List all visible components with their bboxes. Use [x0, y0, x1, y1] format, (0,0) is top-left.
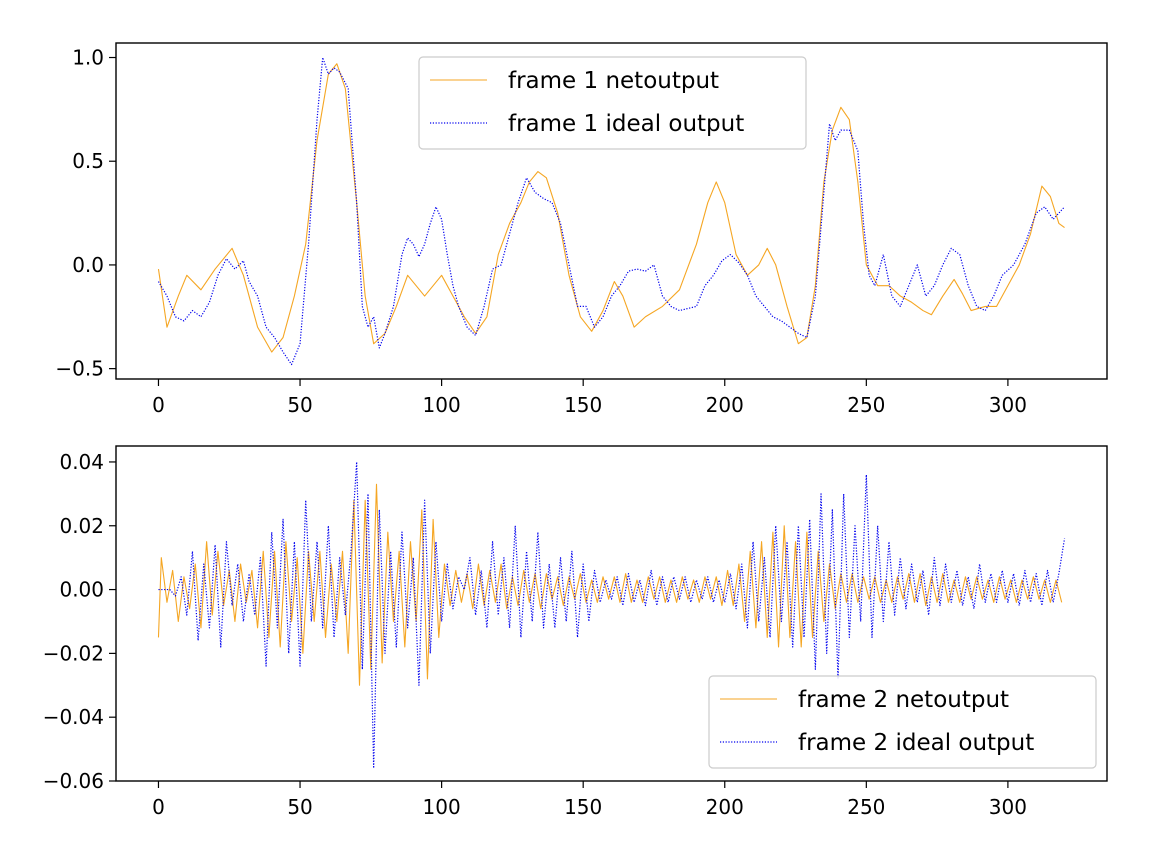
x-tick-label: 200 — [706, 795, 744, 819]
y-tick-label: −0.04 — [43, 705, 104, 729]
x-tick-label: 0 — [152, 795, 165, 819]
axes-frame — [115, 42, 1108, 380]
legend-box — [708, 675, 1097, 769]
series-line-ideal-output — [158, 461, 1066, 769]
x-tick-label: 100 — [423, 795, 461, 819]
chart-panel-1: 0 50 100 150 200 250 300 −0.5 0.0 0.5 1.0 frame 1 n… — [55, 42, 1108, 417]
x-tick-label: 200 — [706, 393, 744, 417]
y-tick-label: 0.00 — [59, 578, 104, 602]
x-tick-label: 50 — [287, 795, 312, 819]
y-tick-label: −0.5 — [55, 357, 104, 381]
y-tick-label: 0.04 — [59, 450, 104, 474]
legend-label: frame 2 ideal output — [798, 730, 1034, 756]
x-tick-label: 300 — [989, 393, 1027, 417]
legend-label: frame 1 netoutput — [508, 68, 719, 94]
x-tick-label: 100 — [423, 393, 461, 417]
y-tick-label: 0.5 — [72, 149, 104, 173]
legend-box — [418, 56, 807, 150]
axes-frame — [115, 445, 1108, 782]
x-tick-label: 250 — [847, 795, 885, 819]
y-tick-label: 0.02 — [59, 514, 104, 538]
series-line-ideal-output — [157, 56, 1065, 366]
x-tick-label: 50 — [287, 393, 312, 417]
legend-label: frame 1 ideal output — [508, 111, 744, 137]
y-tick-label: 0.0 — [72, 253, 104, 277]
legend-label: frame 2 netoutput — [798, 687, 1009, 713]
y-tick-label: 1.0 — [72, 46, 104, 70]
y-tick-label: −0.06 — [43, 769, 104, 793]
x-tick-label: 150 — [564, 795, 602, 819]
x-tick-label: 0 — [152, 393, 165, 417]
x-tick-label: 300 — [989, 795, 1027, 819]
legend: frame 2 netoutput frame 2 ideal output — [708, 675, 1097, 769]
series-line-netoutput — [157, 63, 1065, 353]
legend: frame 1 netoutput frame 1 ideal output — [418, 56, 807, 150]
chart-panel-2: 0 50 100 150 200 250 300 −0.06 −0.04 −0.02 0.00 0.0… — [43, 445, 1108, 819]
series-line-netoutput — [157, 483, 1063, 686]
x-tick-label: 150 — [564, 393, 602, 417]
x-tick-label: 250 — [847, 393, 885, 417]
y-tick-label: −0.02 — [43, 641, 104, 665]
